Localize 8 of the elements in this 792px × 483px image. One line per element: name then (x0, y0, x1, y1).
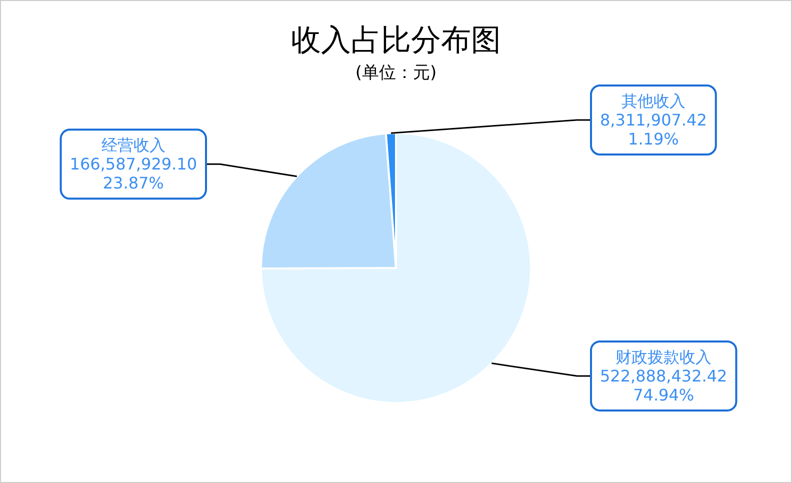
chart-subtitle: (单位：元) (355, 63, 437, 83)
data-label: 522,888,432.42 74.94% (600, 366, 728, 404)
chart-title: 收入占比分布图 (291, 23, 501, 58)
data-label: 8,311,907.42 1.19% (600, 110, 707, 148)
data-label: 166,587,929.10 23.87% (70, 154, 197, 193)
slice-label: 经营收入 (101, 136, 166, 155)
slice-label: 财政拨款收入 (616, 347, 712, 366)
slice-label: 其他收入 (621, 92, 686, 110)
